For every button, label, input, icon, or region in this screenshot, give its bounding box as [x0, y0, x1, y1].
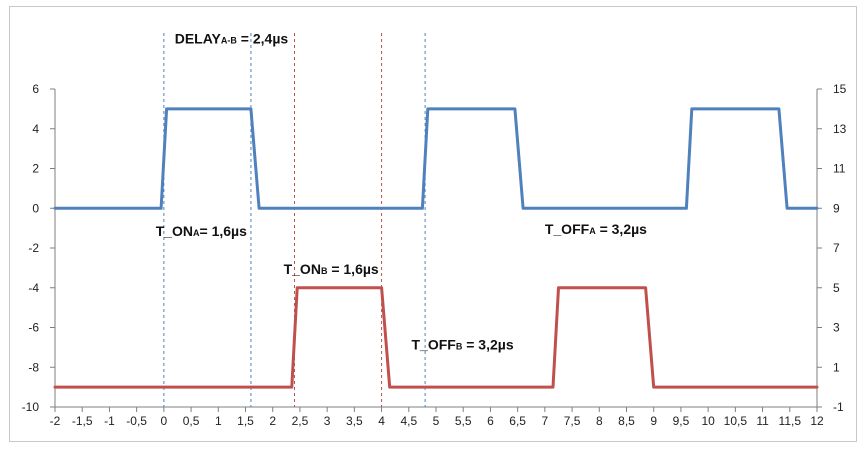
y-right-tick-label: 5 — [833, 281, 840, 295]
x-tick-label: 12 — [810, 414, 824, 428]
y-right-tick-label: 11 — [833, 162, 846, 176]
y-left-tick-label: 2 — [32, 162, 39, 176]
series-group — [53, 107, 819, 389]
x-tick-label: 3 — [324, 414, 331, 428]
y-right-tick-label: 1 — [833, 360, 840, 374]
x-tick-label: -1 — [104, 414, 115, 428]
x-tick-label: 9,5 — [673, 414, 690, 428]
y-right-tick-label: 3 — [833, 321, 840, 335]
y-left-tick-label: -4 — [28, 281, 39, 295]
x-tick-label: 4 — [378, 414, 385, 428]
x-tick-label: -0,5 — [126, 414, 147, 428]
x-tick-label: 0 — [161, 414, 168, 428]
x-tick-label: 2 — [269, 414, 276, 428]
y-right-tick-label: 15 — [833, 82, 847, 96]
y-right-tick-label: 9 — [833, 201, 840, 215]
x-tick-label: 7 — [542, 414, 549, 428]
y-left-tick-label: -10 — [22, 400, 40, 414]
series-a-line — [53, 107, 819, 210]
x-tick-label: 3,5 — [346, 414, 363, 428]
x-tick-label: 7,5 — [564, 414, 581, 428]
x-tick-label: 8 — [596, 414, 603, 428]
x-tick-label: 1 — [215, 414, 222, 428]
x-tick-label: -1,5 — [72, 414, 93, 428]
timing-annotation: T_ONA= 1,6µs — [156, 223, 247, 239]
x-tick-label: 5 — [433, 414, 440, 428]
x-tick-label: 10 — [701, 414, 715, 428]
x-tick-label: 9 — [650, 414, 657, 428]
annotations-group: DELAYA-B = 2,4µs T_ONA= 1,6µs T_ONB = 1,6µ… — [156, 30, 647, 352]
y-left-tick-label: 0 — [32, 201, 39, 215]
x-tick-label: 8,5 — [618, 414, 635, 428]
y-left-tick-label: -6 — [28, 321, 39, 335]
timing-annotation: DELAYA-B = 2,4µs — [175, 30, 289, 46]
x-tick-label: 6,5 — [509, 414, 526, 428]
y-right-tick-label: -1 — [833, 400, 844, 414]
x-tick-label: 2,5 — [292, 414, 309, 428]
timing-annotation: T_OFFA = 3,2µs — [545, 221, 647, 237]
x-tick-label: 0,5 — [183, 414, 200, 428]
chart-frame — [9, 6, 857, 442]
y-left-tick-label: -8 — [28, 360, 39, 374]
series-b-line — [53, 286, 819, 389]
marker-lines-group — [163, 33, 426, 407]
x-tick-label: 6 — [487, 414, 494, 428]
x-tick-label: 5,5 — [455, 414, 472, 428]
y-left-tick-label: 6 — [32, 82, 39, 96]
axes-group: -2 -1,5 -1 -0,5 0 0,5 1 1,5 2 2,5 3 3,5 4 4,5 5 5,5 6 6,5… — [22, 82, 847, 428]
y-left-tick-label: -2 — [28, 241, 39, 255]
x-tick-label: 11 — [756, 414, 769, 428]
y-right-tick-label: 13 — [833, 122, 847, 136]
x-tick-label: 11,5 — [779, 414, 802, 428]
x-tick-label: 1,5 — [237, 414, 254, 428]
y-left-tick-label: 4 — [32, 122, 39, 136]
x-tick-label: 10,5 — [724, 414, 748, 428]
x-tick-label: -2 — [50, 414, 61, 428]
timing-annotation: T_OFFB = 3,2µs — [412, 336, 514, 352]
x-tick-label: 4,5 — [400, 414, 417, 428]
timing-annotation: T_ONB = 1,6µs — [284, 261, 379, 277]
y-right-tick-label: 7 — [833, 241, 840, 255]
